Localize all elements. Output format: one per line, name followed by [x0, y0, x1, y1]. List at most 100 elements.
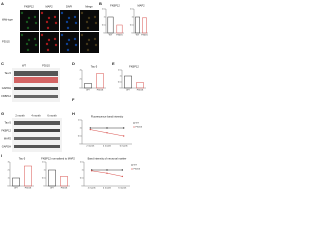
cell — [67, 38, 71, 42]
cell — [73, 37, 77, 41]
y-tick-label: 0.5 — [42, 178, 46, 180]
cell — [25, 42, 29, 46]
row-label: Wild-type — [2, 18, 13, 22]
y-tick-label: 1.5 — [102, 9, 106, 11]
panel-letter: C — [1, 61, 4, 66]
y-tick-label: 1 — [44, 170, 46, 172]
column-label: DAPI — [66, 5, 72, 9]
cell — [53, 15, 57, 19]
cell — [80, 33, 84, 37]
point — [122, 127, 125, 129]
cell — [87, 16, 91, 20]
legend-label: WT — [136, 123, 140, 125]
y-tick-label: 0 — [44, 186, 46, 188]
y-tick-label: 2 — [80, 79, 82, 81]
column-label: Merge — [85, 5, 93, 9]
point — [121, 175, 124, 178]
cell — [86, 48, 90, 52]
panel-letter: F — [72, 97, 75, 102]
chart-title: MAP2 — [137, 4, 145, 8]
cell — [47, 38, 51, 42]
y-tick-label: 1 — [132, 17, 134, 19]
cell — [93, 37, 97, 41]
bar — [48, 169, 56, 187]
x-tick-label: P301S — [97, 90, 104, 92]
cell — [74, 43, 78, 47]
blot-c — [12, 68, 60, 102]
y-tick-label: 0 — [82, 186, 84, 188]
y-tick-label: 4 — [80, 70, 82, 72]
cell — [34, 21, 38, 25]
x-tick-label: 6 month — [118, 187, 127, 190]
panel-letter: G — [1, 111, 4, 116]
bar — [116, 24, 123, 34]
cell — [85, 20, 89, 24]
micrograph — [40, 32, 59, 53]
micrograph — [60, 10, 79, 31]
x-tick-label: WT — [86, 90, 90, 92]
cell — [47, 16, 51, 20]
x-tick-label: 2 month — [88, 187, 97, 190]
y-tick-label: 0 — [104, 33, 106, 35]
cell — [65, 42, 69, 46]
cell — [26, 26, 30, 30]
band — [14, 71, 58, 76]
band — [14, 137, 60, 140]
band — [14, 87, 58, 90]
cell — [40, 33, 44, 37]
cell — [54, 43, 58, 47]
y-tick-label: 1.5 — [130, 9, 134, 11]
y-tick-label: 1 — [80, 128, 82, 130]
band-label: FKBP12 — [1, 94, 11, 98]
cell — [53, 37, 57, 41]
legend-label: P301S — [134, 169, 141, 171]
x-tick-label: WT — [126, 90, 130, 92]
lane-label: 6 month — [47, 114, 57, 118]
cell — [67, 16, 71, 20]
micrograph — [40, 10, 59, 31]
y-tick-label: 2 — [8, 170, 10, 172]
band-label: GAPDH — [2, 86, 11, 90]
legend-label: WT — [134, 165, 138, 167]
x-tick-label: P301S — [61, 188, 68, 190]
y-tick-label: 0.5 — [80, 178, 84, 180]
y-tick-label: 0 — [132, 33, 134, 35]
cell — [94, 43, 98, 47]
band — [14, 145, 60, 148]
cell — [26, 48, 30, 52]
lane-label: WT — [22, 64, 26, 68]
cell — [54, 21, 58, 25]
y-tick-label: 0 — [8, 186, 10, 188]
point — [122, 135, 125, 137]
cell — [93, 15, 97, 19]
x-tick-label: P301S — [116, 35, 123, 37]
y-tick-label: 0 — [80, 88, 82, 90]
cell — [86, 26, 90, 30]
cell — [74, 21, 78, 25]
y-tick-label: 0.5 — [102, 25, 106, 27]
point — [106, 172, 108, 174]
y-tick-label: 1 — [104, 17, 106, 19]
cell — [46, 26, 50, 30]
cell — [66, 48, 70, 52]
chart-title: FKBP12 normalized to MAP2 — [41, 157, 75, 161]
y-tick-label: 0.5 — [130, 25, 134, 27]
x-tick-label: WT — [14, 188, 18, 190]
cell — [45, 42, 49, 46]
panel-letter: B — [99, 1, 102, 6]
bar — [84, 83, 92, 89]
cell — [65, 20, 69, 24]
y-tick-label: 3 — [8, 162, 10, 164]
cell — [60, 33, 64, 37]
microscopy-panel: FKBP12 MAP2 DAPI Merge Wild-type P301S — [2, 5, 99, 53]
panel-letter: I — [1, 153, 2, 158]
cell — [33, 15, 37, 19]
panel-letter: A — [1, 1, 4, 6]
y-tick-label: 0 — [120, 88, 122, 90]
chart-title: Fluorescence band intensity — [91, 115, 124, 119]
column-label: MAP2 — [45, 5, 53, 9]
point — [121, 169, 124, 171]
chart-title: FKBP12 — [129, 65, 139, 69]
cell — [27, 16, 31, 20]
micrograph — [60, 32, 79, 53]
